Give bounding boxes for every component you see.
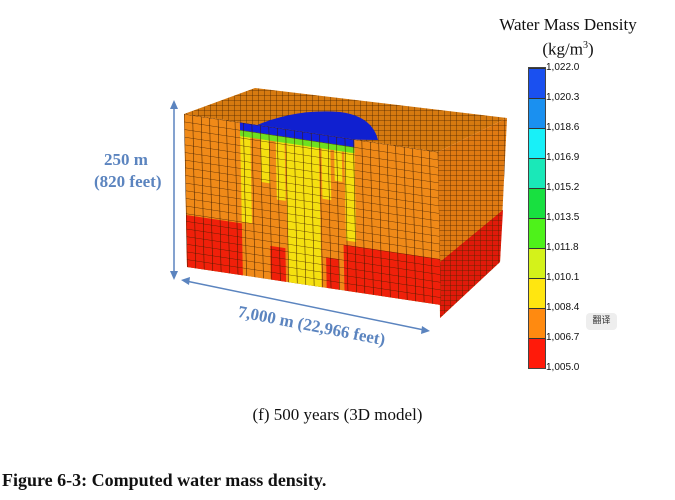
front-face	[184, 114, 441, 305]
unit-close: )	[587, 39, 594, 59]
color-bar-tick: 1,006.7	[546, 332, 580, 343]
color-bar-tick: 1,015.2	[546, 182, 580, 193]
color-bar-segment	[529, 158, 545, 188]
legend-title-text: Water Mass Density	[499, 15, 637, 34]
color-bar-tick: 1,010.1	[546, 272, 580, 283]
translate-button[interactable]: 翻译	[586, 313, 617, 330]
color-bar-tick: 1,020.3	[546, 92, 580, 103]
color-bar-segment	[529, 218, 545, 248]
color-bar-tick: 1,011.8	[546, 242, 579, 253]
color-bar	[528, 67, 546, 369]
color-bar-segment	[529, 98, 545, 128]
height-label-m: 250 m	[104, 150, 148, 169]
color-bar-tick: 1,008.4	[546, 302, 580, 313]
color-bar-tick: 1,016.9	[546, 152, 580, 163]
color-bar-segment	[529, 128, 545, 158]
color-bar-tick: 1,005.0	[546, 362, 580, 373]
color-bar-tick: 1,018.6	[546, 122, 580, 133]
legend-title: Water Mass Density (kg/m3)	[488, 14, 648, 60]
color-bar-segment	[529, 248, 545, 278]
right-face	[438, 118, 507, 318]
color-bar-segment	[529, 68, 545, 98]
height-arrow	[170, 100, 178, 280]
color-bar-segment	[529, 308, 545, 338]
subfigure-caption: (f) 500 years (3D model)	[252, 405, 423, 424]
figure-caption: Figure 6-3: Computed water mass density.	[2, 470, 327, 490]
height-label-ft: (820 feet)	[94, 172, 162, 191]
unit-base: (kg/m	[542, 39, 583, 59]
color-bar-segment	[529, 278, 545, 308]
color-bar-tick: 1,013.5	[546, 212, 580, 223]
length-arrow	[181, 277, 430, 334]
unit-sup: 3	[582, 40, 588, 51]
color-bar-tick: 1,022.0	[546, 62, 580, 73]
color-bar-segment	[529, 188, 545, 218]
legend-unit: (kg/m3)	[488, 35, 648, 60]
color-bar-segment	[529, 338, 545, 368]
